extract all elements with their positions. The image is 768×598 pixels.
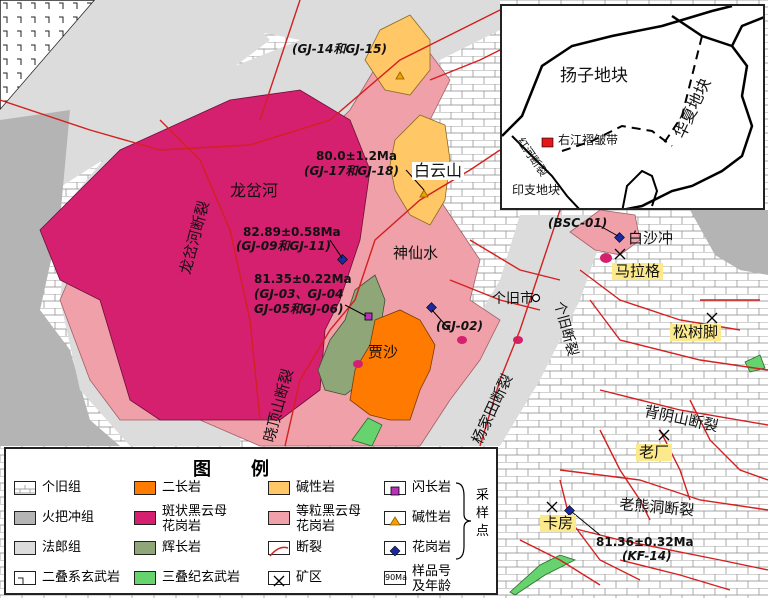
legend-swatch-gejiu bbox=[14, 481, 36, 495]
sample-label: (GJ-02) bbox=[436, 319, 483, 333]
sample-label: GJ-05和GJ-06) bbox=[254, 302, 344, 316]
age-label: 81.35±0.22Ma bbox=[254, 272, 352, 286]
legend-label: 采 bbox=[476, 488, 490, 503]
age-label: 80.0±1.2Ma bbox=[316, 149, 397, 163]
legend: 图例 个旧组 火把冲组 法郎组 二叠系玄武岩 二长岩 斑状黑云母 花岗岩 辉长岩… bbox=[4, 447, 498, 595]
granite-sample-marker-4 bbox=[564, 505, 575, 516]
place-label: 白沙冲 bbox=[628, 229, 674, 247]
legend-swatch-porphyritic bbox=[134, 511, 156, 525]
legend-label: 花岗岩 bbox=[412, 540, 452, 555]
sample-brace bbox=[455, 482, 472, 560]
legend-label: 碱性岩 bbox=[412, 510, 452, 525]
legend-symbol-age: 90Ma bbox=[384, 571, 407, 585]
legend-symbol-granite bbox=[384, 541, 406, 557]
legend-label: 花岗岩 bbox=[162, 519, 202, 534]
legend-swatch-triassic-basalt bbox=[134, 571, 156, 585]
legend-label: 碱性岩 bbox=[296, 480, 336, 495]
legend-swatch-erchang bbox=[134, 481, 156, 495]
legend-label: 三叠纪玄武岩 bbox=[162, 570, 241, 585]
granite-sample-marker-3 bbox=[614, 232, 625, 243]
sample-label: (BSC-01) bbox=[548, 216, 608, 230]
legend-label: 点 bbox=[476, 524, 490, 539]
sample-label: (GJ-17和GJ-18) bbox=[304, 164, 399, 178]
legend-symbol-alkaline bbox=[384, 511, 406, 526]
inset-canvas bbox=[502, 6, 763, 208]
alkaline-rock-area-north bbox=[364, 14, 431, 96]
mine-label: 卡房 bbox=[540, 515, 577, 532]
legend-symbol-diorite bbox=[384, 481, 406, 496]
place-label: 白云山 bbox=[412, 161, 465, 180]
legend-label: 闪长岩 bbox=[412, 480, 452, 495]
alkaline-sample-marker bbox=[395, 71, 405, 80]
inset-label: 印支地块 bbox=[512, 183, 561, 197]
falang-formation-area bbox=[0, 0, 270, 230]
granite-sample-marker-2 bbox=[426, 302, 437, 313]
mine-icon-4 bbox=[546, 501, 558, 513]
study-area-marker bbox=[541, 137, 554, 148]
sample-label: (GJ-03、GJ-04 bbox=[254, 287, 344, 301]
legend-label: 样 bbox=[476, 506, 490, 521]
equigranular-granite-baishachong bbox=[569, 209, 641, 256]
huoba-formation-area bbox=[0, 110, 120, 446]
legend-swatch-equigranular bbox=[268, 511, 290, 525]
legend-label: 及年龄 bbox=[412, 579, 452, 594]
age-label: 81.36±0.32Ma bbox=[596, 535, 694, 549]
legend-label: 二叠系玄武岩 bbox=[42, 570, 121, 585]
huoba-formation-east bbox=[690, 210, 768, 275]
legend-label: 斑状黑云母 bbox=[162, 504, 228, 519]
legend-label: 火把冲组 bbox=[42, 510, 95, 525]
diorite-sample-marker bbox=[364, 312, 373, 321]
alkaline-sample-marker-2 bbox=[419, 189, 429, 198]
sample-label: (GJ-14和GJ-15) bbox=[292, 42, 387, 56]
legend-label: 矿区 bbox=[296, 570, 323, 585]
legend-label: 个旧组 bbox=[42, 480, 82, 495]
mine-label: 松树脚 bbox=[670, 324, 722, 341]
granite-sample-marker bbox=[337, 254, 348, 265]
falang-formation-area-3 bbox=[420, 215, 610, 446]
porphyritic-small-outcrop-2 bbox=[353, 360, 363, 368]
legend-label: 二长岩 bbox=[162, 480, 202, 495]
porphyritic-small-outcrop bbox=[600, 253, 612, 263]
legend-label: 等粒黑云母 bbox=[296, 504, 362, 519]
mine-label: 马拉格 bbox=[612, 263, 664, 280]
mine-icon-2 bbox=[706, 312, 718, 324]
mine-icon-3 bbox=[658, 429, 670, 441]
legend-label: 断裂 bbox=[296, 540, 323, 555]
triassic-basalt-bit bbox=[351, 417, 383, 447]
inset-map: 扬子地块 华夏地块 右江褶皱带 红河断裂 印支地块 bbox=[500, 4, 765, 210]
legend-swatch-huoba bbox=[14, 511, 36, 525]
mine-label: 老厂 bbox=[636, 444, 673, 461]
place-label: 龙岔河 bbox=[230, 181, 279, 200]
legend-swatch-permian-basalt bbox=[14, 571, 36, 585]
legend-label: 法郎组 bbox=[42, 540, 82, 555]
legend-swatch-falang bbox=[14, 541, 36, 555]
sample-label: (GJ-09和GJ-11) bbox=[236, 239, 331, 253]
inset-label: 右江褶皱带 bbox=[558, 133, 619, 147]
triassic-basalt-bit-3 bbox=[509, 554, 577, 596]
mine-icon bbox=[614, 248, 626, 260]
legend-swatch-alkaline bbox=[268, 481, 290, 495]
legend-swatch-gabbro bbox=[134, 541, 156, 555]
legend-label: 花岗岩 bbox=[296, 519, 336, 534]
legend-swatch-mine bbox=[268, 571, 290, 587]
legend-label: 样品号 bbox=[412, 564, 452, 579]
porphyritic-granite-area bbox=[39, 89, 371, 421]
age-label: 82.89±0.58Ma bbox=[243, 225, 341, 239]
monzonite-area bbox=[349, 309, 436, 421]
inset-label: 扬子地块 bbox=[560, 66, 628, 86]
legend-label: 辉长岩 bbox=[162, 540, 202, 555]
pink-dot bbox=[457, 336, 467, 344]
legend-swatch-fault bbox=[268, 541, 290, 557]
place-label: 贾沙 bbox=[368, 343, 399, 361]
place-label: 神仙水 bbox=[393, 244, 439, 262]
city-marker bbox=[531, 293, 541, 303]
place-label: 个旧市 bbox=[492, 291, 534, 307]
legend-title: 图例 bbox=[193, 459, 309, 480]
sample-label: (KF-14) bbox=[622, 549, 672, 563]
